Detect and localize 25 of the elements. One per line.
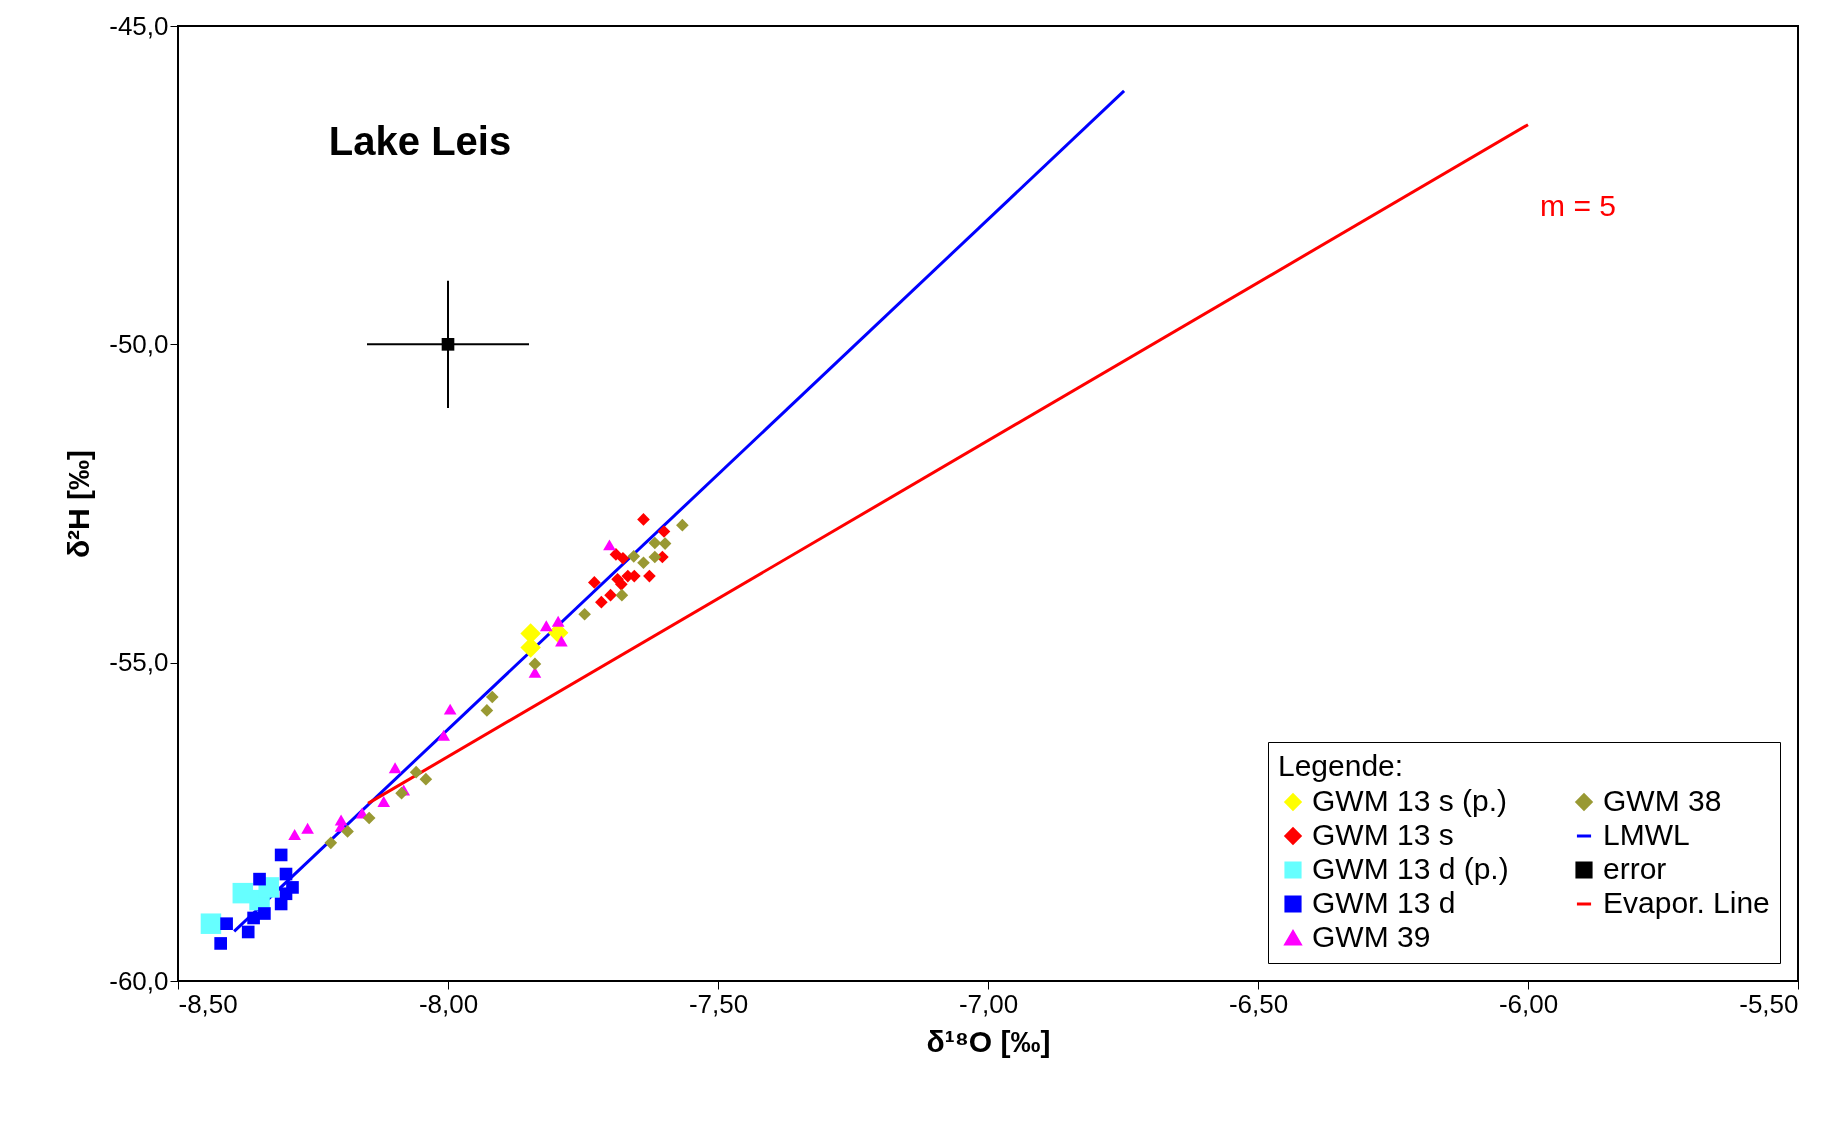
y-tick-label: -60,0 bbox=[109, 965, 169, 996]
annotation: m = 5 bbox=[1540, 189, 1616, 222]
legend-label: GWM 38 bbox=[1603, 784, 1722, 817]
y-tick-label: -50,0 bbox=[109, 328, 169, 359]
y-tick-label: -45,0 bbox=[109, 10, 169, 41]
annotation: Lake Leis bbox=[328, 119, 512, 163]
x-axis-title: δ¹⁸O [‰] bbox=[926, 1024, 1051, 1058]
legend-label: GWM 13 s (p.) bbox=[1312, 784, 1508, 817]
legend-title: Legende: bbox=[1278, 749, 1404, 782]
x-tick-label: -7,50 bbox=[688, 988, 749, 1019]
legend-label: error bbox=[1603, 852, 1667, 885]
legend-label: GWM 13 d (p.) bbox=[1312, 852, 1509, 885]
legend-label: LMWL bbox=[1603, 818, 1690, 851]
legend-label: GWM 13 s bbox=[1312, 818, 1454, 851]
x-tick-label: -7,00 bbox=[958, 988, 1019, 1019]
x-tick-label: -8,00 bbox=[418, 988, 479, 1019]
legend-label: GWM 13 d bbox=[1312, 886, 1456, 919]
x-tick-label: -5,50 bbox=[1739, 988, 1799, 1019]
x-tick-label: -6,50 bbox=[1228, 988, 1289, 1019]
x-tick-label: -6,00 bbox=[1498, 988, 1559, 1019]
legend-label: GWM 39 bbox=[1312, 920, 1431, 953]
y-axis-title: δ²H [‰] bbox=[62, 449, 96, 559]
y-tick-label: -55,0 bbox=[109, 647, 169, 678]
x-tick-label: -8,50 bbox=[178, 988, 238, 1019]
legend-label: Evapor. Line bbox=[1603, 886, 1770, 919]
